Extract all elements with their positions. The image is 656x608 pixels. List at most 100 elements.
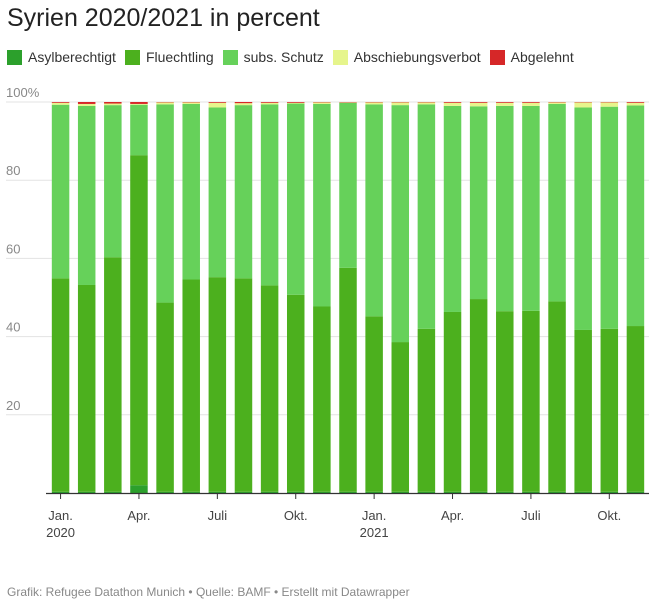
legend-asylberechtigt: Asylberechtigt [7, 49, 116, 65]
bar-stack-2021-09 [574, 102, 592, 493]
bar-segment-subs-schutz [339, 102, 357, 268]
bar-segment-abgelehnt [469, 102, 488, 103]
bar-segment-abschiebungsverbot [391, 102, 410, 106]
bar-stack-2020-06 [182, 102, 200, 493]
bar-segment-subs-schutz [234, 105, 253, 279]
bar-stack-2020-04 [130, 102, 148, 493]
bar-stack-2021-03 [417, 102, 436, 493]
bar-segment-abschiebungsverbot [156, 102, 174, 105]
x-tick-label: Juli [521, 508, 541, 523]
legend-subs-schutz: subs. Schutz [222, 49, 324, 65]
bar-segment-fluechtling [417, 328, 436, 492]
bar-segment-subs-schutz [548, 103, 566, 302]
bar-segment-fluechtling [522, 310, 540, 492]
legend-fluechtling: Fluechtling [124, 49, 214, 65]
bar-segment-fluechtling [339, 267, 357, 492]
legend-label-abgelehnt: Abgelehnt [510, 49, 574, 65]
bar-stack-2020-11 [313, 102, 331, 493]
bar-stack-2021-05 [469, 102, 488, 493]
bar-segment-subs-schutz [313, 103, 331, 307]
bar-stack-2020-07 [208, 102, 227, 493]
bar-stack-2020-03 [104, 102, 122, 493]
bar-segment-fluechtling [365, 316, 383, 492]
bar-segment-abschiebungsverbot [182, 102, 200, 104]
bar-segment-abschiebungsverbot [208, 102, 227, 108]
legend-swatch-fluechtling [124, 49, 140, 65]
bar-segment-abschiebungsverbot [313, 102, 331, 104]
bar-segment-abschiebungsverbot [522, 102, 540, 106]
bars [51, 102, 645, 493]
bar-segment-abschiebungsverbot [600, 102, 619, 107]
bar-segment-abgelehnt [286, 102, 305, 103]
bar-segment-abschiebungsverbot [574, 102, 592, 108]
bar-segment-fluechtling [548, 301, 566, 492]
bar-segment-asylberechtigt [208, 491, 227, 493]
bar-segment-abgelehnt [260, 102, 279, 103]
legend-swatch-abschiebungsverbot [332, 49, 348, 65]
legend-abschiebungsverbot: Abschiebungsverbot [332, 49, 481, 65]
bar-stack-2020-10 [286, 102, 305, 493]
bar-segment-abgelehnt [77, 102, 96, 104]
bar-segment-abgelehnt [234, 102, 253, 104]
bar-segment-fluechtling [469, 299, 488, 492]
bar-stack-2020-05 [156, 102, 174, 493]
bar-stack-2021-01 [365, 102, 383, 493]
chart-title: Syrien 2020/2021 in percent [7, 4, 320, 32]
legend-label-subs-schutz: subs. Schutz [243, 49, 324, 65]
bar-segment-asylberechtigt [496, 491, 514, 493]
footer-credit: Grafik: Refugee Datathon Munich • Quelle… [7, 585, 410, 599]
x-tick-label: Apr. [127, 508, 150, 523]
bar-segment-abgelehnt [51, 102, 70, 103]
bar-segment-subs-schutz [208, 107, 227, 278]
y-tick-labels: 20 40 60 80 100% [6, 88, 40, 413]
bar-stack-2020-09 [260, 102, 279, 493]
legend-swatch-asylberechtigt [7, 49, 22, 65]
bar-segment-asylberechtigt [469, 491, 488, 493]
bar-segment-asylberechtigt [339, 491, 357, 493]
bar-segment-asylberechtigt [365, 491, 383, 493]
bar-segment-subs-schutz [130, 104, 148, 156]
bar-segment-abschiebungsverbot [626, 102, 645, 106]
bar-segment-subs-schutz [496, 105, 514, 312]
legend: Asylberechtigt Fluechtling subs. Schutz … [7, 49, 583, 65]
bar-segment-abschiebungsverbot [234, 103, 253, 106]
bar-stack-2021-06 [496, 102, 514, 493]
bar-segment-abschiebungsverbot [496, 102, 514, 106]
legend-label-asylberechtigt: Asylberechtigt [28, 49, 116, 65]
bar-segment-asylberechtigt [156, 491, 174, 493]
x-axis [46, 492, 649, 499]
bar-segment-fluechtling [130, 155, 148, 486]
bar-segment-fluechtling [313, 306, 331, 492]
bar-segment-abschiebungsverbot [469, 102, 488, 107]
bar-segment-fluechtling [260, 285, 279, 492]
y-tick-label: 20 [6, 398, 20, 413]
y-tick-label: 80 [6, 163, 20, 178]
bar-segment-asylberechtigt [443, 491, 462, 493]
bar-segment-abschiebungsverbot [77, 103, 96, 106]
bar-segment-abgelehnt [626, 102, 645, 103]
legend-swatch-subs-schutz [222, 49, 238, 65]
bar-segment-abschiebungsverbot [417, 102, 436, 105]
x-tick-label: 2020 [46, 525, 75, 540]
bar-segment-abgelehnt [130, 102, 148, 104]
bar-segment-subs-schutz [365, 104, 383, 317]
bar-segment-abschiebungsverbot [548, 102, 566, 104]
bar-segment-subs-schutz [182, 103, 200, 280]
bar-segment-fluechtling [51, 278, 70, 492]
bar-segment-abgelehnt [443, 102, 462, 103]
bar-segment-asylberechtigt [574, 491, 592, 493]
bar-segment-abschiebungsverbot [260, 102, 279, 105]
x-tick-label: Jan. [362, 508, 387, 523]
bar-segment-asylberechtigt [313, 491, 331, 493]
bar-stack-2020-12 [339, 102, 357, 493]
bar-segment-fluechtling [208, 277, 227, 492]
bar-segment-subs-schutz [626, 105, 645, 327]
bar-stack-2021-11 [626, 102, 645, 493]
bar-segment-subs-schutz [574, 107, 592, 330]
x-tick-label: 2021 [360, 525, 389, 540]
legend-swatch-abgelehnt [489, 49, 505, 65]
bar-stack-2020-01 [51, 102, 70, 493]
bar-segment-asylberechtigt [234, 491, 253, 493]
bar-segment-asylberechtigt [130, 485, 148, 493]
bar-stack-2021-07 [522, 102, 540, 493]
